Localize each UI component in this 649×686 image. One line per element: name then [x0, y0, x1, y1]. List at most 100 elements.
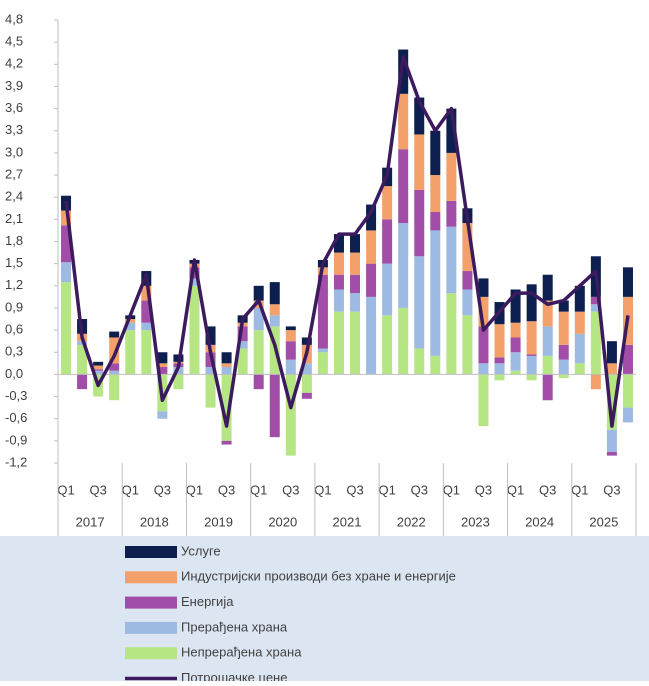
- bar-segment: [77, 374, 88, 390]
- bar-segment: [494, 363, 505, 375]
- bar-segment: [526, 355, 537, 375]
- bar-segment: [285, 326, 296, 331]
- x-tick-label: Q3: [282, 482, 299, 497]
- legend-label: Потрошачке цене: [181, 670, 287, 681]
- bar-segment: [478, 296, 489, 327]
- y-tick-label: -0,3: [5, 388, 27, 403]
- x-tick-label: Q1: [57, 482, 74, 497]
- bar-segment: [333, 234, 344, 253]
- year-label: 2021: [333, 514, 362, 529]
- bar-segment: [574, 311, 585, 334]
- bar-segment: [221, 374, 232, 441]
- legend-label: Непрерађена храна: [181, 645, 302, 660]
- bar-segment: [317, 348, 328, 353]
- x-tick-label: Q3: [218, 482, 235, 497]
- bar-segment: [157, 411, 168, 419]
- bar-segment: [125, 330, 136, 375]
- bar-segment: [366, 296, 377, 375]
- bar-segment: [430, 230, 441, 356]
- bar-segment: [93, 369, 104, 371]
- bar-segment: [398, 149, 409, 224]
- bar-segment: [494, 357, 505, 364]
- bar-segment: [301, 374, 312, 393]
- bar-segment: [462, 315, 473, 375]
- y-tick-label: 1,8: [5, 233, 23, 248]
- bar-segment: [558, 374, 569, 379]
- bar-segment: [61, 262, 72, 283]
- bar-segment: [606, 451, 617, 456]
- bar-segment: [542, 300, 553, 327]
- bar-segment: [414, 97, 425, 135]
- bar-segment: [430, 355, 441, 375]
- legend-swatch: [125, 647, 177, 660]
- x-tick-label: Q3: [475, 482, 492, 497]
- bar-segment: [606, 341, 617, 364]
- bar-segment: [510, 289, 521, 323]
- bar-segment: [462, 223, 473, 272]
- bar-segment: [590, 374, 601, 390]
- bar-segment: [253, 307, 264, 331]
- y-tick-label: -0,6: [5, 410, 27, 425]
- bar-segment: [446, 293, 457, 375]
- bar-segment: [205, 326, 216, 345]
- bar-segment: [253, 285, 264, 301]
- bar-segment: [590, 296, 601, 305]
- bar-segment: [141, 285, 152, 301]
- bar-segment: [350, 293, 361, 312]
- bar-segment: [93, 365, 104, 370]
- bar-segment: [109, 331, 120, 338]
- year-label: 2025: [589, 514, 618, 529]
- bar-segment: [205, 367, 216, 375]
- legend-label: Услуге: [181, 543, 221, 558]
- bar-segment: [189, 267, 200, 279]
- bar-segment: [333, 274, 344, 290]
- x-tick-label: Q1: [186, 482, 203, 497]
- bar-segment: [221, 352, 232, 364]
- bar-segment: [398, 223, 409, 308]
- y-tick-label: 4,5: [5, 34, 23, 49]
- y-tick-label: 2,1: [5, 211, 23, 226]
- bar-segment: [93, 361, 104, 366]
- bar-segment: [285, 330, 296, 342]
- bar-segment: [285, 374, 296, 456]
- bar-segment: [221, 363, 232, 368]
- bar-segment: [526, 354, 537, 356]
- y-tick-label: 4,2: [5, 56, 23, 71]
- cpi-line: [64, 55, 630, 428]
- bar-segment: [350, 311, 361, 375]
- y-tick-label: 0,9: [5, 299, 23, 314]
- bar-segment: [366, 230, 377, 264]
- bar-segment: [237, 326, 248, 342]
- bar-segment: [221, 440, 232, 445]
- x-tick-label: Q1: [507, 482, 524, 497]
- bar-segment: [141, 300, 152, 323]
- bar-segment: [61, 282, 72, 375]
- bar-segment: [398, 93, 409, 150]
- bar-segment: [237, 341, 248, 349]
- bar-segment: [317, 274, 328, 349]
- x-tick-label: Q1: [250, 482, 267, 497]
- bar-segment: [269, 315, 280, 327]
- bar-segment: [189, 278, 200, 286]
- y-tick-label: 2,7: [5, 166, 23, 181]
- bar-segment: [526, 321, 537, 355]
- bar-segment: [221, 367, 232, 375]
- bar-segment: [77, 341, 88, 345]
- year-label: 2020: [268, 514, 297, 529]
- bar-segment: [414, 189, 425, 257]
- bar-segment: [446, 108, 457, 153]
- x-tick-label: Q3: [346, 482, 363, 497]
- bar-segment: [398, 49, 409, 94]
- y-tick-label: 0,6: [5, 322, 23, 337]
- year-label: 2017: [76, 514, 105, 529]
- bar-segment: [446, 200, 457, 227]
- bar-segment: [478, 278, 489, 297]
- bar-segment: [382, 315, 393, 375]
- bar-segment: [382, 263, 393, 316]
- bar-segment: [269, 374, 280, 438]
- bar-segment: [590, 311, 601, 375]
- bar-segment: [382, 186, 393, 220]
- y-tick-label: 0,0: [5, 366, 23, 381]
- x-tick-label: Q3: [411, 482, 428, 497]
- y-tick-label: 1,5: [5, 255, 23, 270]
